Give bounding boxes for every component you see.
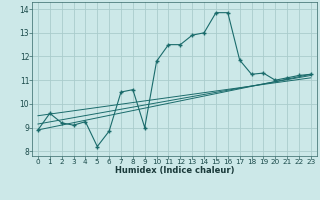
X-axis label: Humidex (Indice chaleur): Humidex (Indice chaleur) [115, 166, 234, 175]
